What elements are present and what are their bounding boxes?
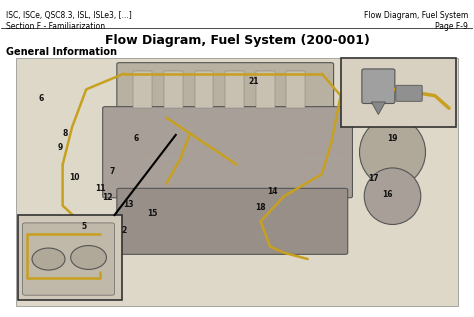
Text: 17: 17 [368, 174, 379, 184]
Bar [225, 70, 244, 108]
Text: 11: 11 [95, 184, 106, 193]
Text: 2: 2 [121, 226, 127, 235]
Text: 12: 12 [102, 193, 113, 202]
FancyBboxPatch shape [18, 215, 121, 300]
Bar [256, 70, 275, 108]
Text: 7: 7 [109, 166, 115, 176]
Text: 8: 8 [62, 129, 68, 138]
Text: 21: 21 [248, 77, 259, 86]
FancyBboxPatch shape [396, 85, 422, 101]
Text: 5: 5 [81, 222, 86, 230]
Text: 10: 10 [69, 173, 80, 182]
Text: 13: 13 [123, 200, 134, 209]
Bar [195, 70, 213, 108]
Circle shape [71, 246, 107, 269]
Text: General Information: General Information [6, 47, 117, 57]
FancyBboxPatch shape [23, 223, 115, 295]
FancyBboxPatch shape [341, 58, 456, 127]
Text: 9: 9 [58, 143, 63, 152]
FancyBboxPatch shape [117, 188, 348, 254]
Circle shape [32, 248, 65, 270]
Text: 6: 6 [133, 133, 138, 143]
FancyBboxPatch shape [362, 69, 395, 104]
Text: 6: 6 [39, 94, 44, 103]
Bar [164, 70, 183, 108]
Polygon shape [371, 102, 385, 114]
Text: 19: 19 [387, 133, 398, 143]
Bar [16, 58, 458, 306]
Text: Section F - Familiarization: Section F - Familiarization [6, 22, 105, 31]
FancyBboxPatch shape [117, 63, 334, 113]
Text: ISC, ISCe, QSC8.3, ISL, ISLe3, [...]: ISC, ISCe, QSC8.3, ISL, ISLe3, [...] [6, 11, 132, 20]
FancyBboxPatch shape [103, 107, 353, 198]
Text: © Cummins Inc.                                                        © Cummins : © Cummins Inc. © Cummins [130, 156, 344, 161]
Text: 14: 14 [267, 187, 278, 196]
Text: Page F-9: Page F-9 [435, 22, 468, 31]
Text: 16: 16 [383, 190, 393, 199]
Text: 15: 15 [147, 209, 157, 218]
Text: Flow Diagram, Fuel System: Flow Diagram, Fuel System [364, 11, 468, 20]
Text: 18: 18 [255, 203, 266, 212]
Ellipse shape [359, 118, 426, 187]
Ellipse shape [364, 168, 421, 224]
Bar [286, 70, 305, 108]
Bar [133, 70, 152, 108]
Text: Flow Diagram, Fuel System (200-001): Flow Diagram, Fuel System (200-001) [105, 34, 369, 47]
